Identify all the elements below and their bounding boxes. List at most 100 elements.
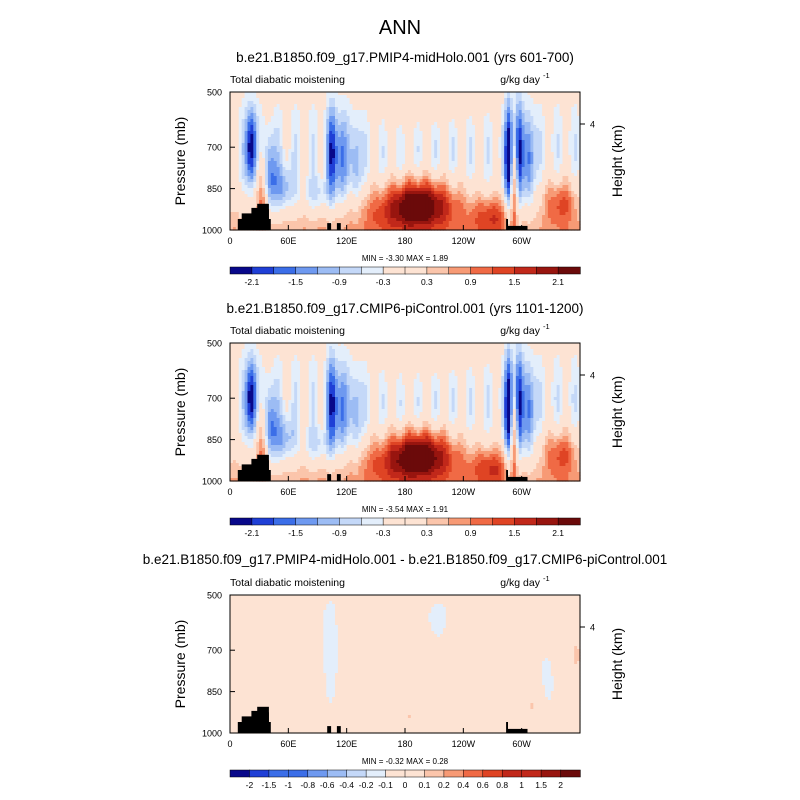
heatmap-cell — [536, 197, 540, 201]
heatmap-cell — [259, 134, 263, 138]
heatmap-cell — [317, 200, 322, 204]
heatmap-cell — [510, 155, 514, 159]
heatmap-cell — [232, 107, 237, 111]
heatmap-cell — [230, 113, 234, 117]
heatmap-cell — [553, 182, 558, 186]
heatmap-cell — [279, 179, 284, 183]
heatmap-cell — [297, 158, 301, 162]
heatmap-cell — [577, 119, 581, 123]
heatmap-cell — [364, 152, 368, 156]
heatmap-cell — [550, 134, 555, 138]
heatmap-cell — [235, 122, 240, 126]
heatmap-cell — [297, 116, 301, 120]
heatmap-cell — [256, 194, 260, 198]
heatmap-cell — [396, 164, 400, 168]
heatmap-cell — [346, 197, 351, 201]
heatmap-cell — [483, 152, 488, 156]
heatmap-cell — [300, 191, 304, 195]
heatmap-cell — [504, 167, 508, 171]
heatmap-cell — [320, 143, 324, 147]
heatmap-cell — [253, 95, 257, 99]
heatmap-cell — [314, 125, 319, 129]
heatmap-cell — [349, 158, 354, 162]
heatmap-cell — [300, 188, 304, 192]
heatmap-cell — [550, 158, 555, 162]
heatmap-cell — [235, 200, 240, 204]
heatmap-cell — [550, 110, 555, 114]
heatmap-cell — [332, 95, 336, 99]
heatmap-cell — [305, 107, 310, 111]
heatmap-cell — [358, 200, 362, 204]
heatmap-cell — [492, 104, 497, 108]
heatmap-cell — [498, 185, 502, 189]
heatmap-cell — [574, 143, 578, 147]
heatmap-cell — [545, 104, 549, 108]
heatmap-cell — [489, 173, 494, 177]
heatmap-cell — [428, 119, 432, 123]
heatmap-cell — [524, 104, 529, 108]
heatmap-cell — [302, 95, 307, 99]
heatmap-cell — [486, 182, 491, 186]
heatmap-cell — [285, 128, 289, 132]
heatmap-cell — [364, 116, 368, 120]
heatmap-cell — [305, 197, 310, 201]
heatmap-cell — [311, 176, 316, 180]
heatmap-cell — [329, 131, 333, 135]
heatmap-cell — [387, 119, 392, 123]
heatmap-cell — [343, 194, 348, 198]
heatmap-cell — [533, 194, 537, 198]
heatmap-cell — [349, 161, 354, 165]
heatmap-cell — [308, 122, 313, 126]
heatmap-cell — [556, 176, 561, 180]
heatmap-cell — [262, 185, 266, 189]
heatmap-cell — [326, 191, 330, 195]
heatmap-cell — [565, 188, 569, 192]
heatmap-cell — [323, 137, 327, 141]
heatmap-cell — [498, 110, 502, 114]
heatmap-cell — [574, 107, 578, 111]
heatmap-cell — [419, 134, 424, 138]
heatmap-cell — [530, 164, 534, 168]
heatmap-cell — [556, 179, 561, 183]
heatmap-cell — [425, 179, 429, 183]
heatmap-cell — [545, 110, 549, 114]
heatmap-cell — [378, 146, 383, 150]
heatmap-cell — [270, 182, 275, 186]
heatmap-cell — [235, 161, 240, 165]
heatmap-cell — [431, 197, 435, 201]
heatmap-cell — [475, 173, 479, 177]
heatmap-cell — [512, 182, 517, 186]
heatmap-cell — [512, 119, 517, 123]
heatmap-cell — [510, 143, 514, 147]
heatmap-cell — [253, 146, 257, 150]
heatmap-cell — [337, 197, 342, 201]
heatmap-cell — [323, 155, 327, 159]
heatmap-cell — [486, 191, 491, 195]
heatmap-cell — [311, 182, 316, 186]
heatmap-cell — [332, 92, 336, 96]
heatmap-cell — [317, 149, 322, 153]
heatmap-cell — [349, 101, 354, 105]
heatmap-cell — [317, 152, 322, 156]
heatmap-cell — [416, 149, 421, 153]
heatmap-cell — [247, 200, 252, 204]
heatmap-cell — [410, 185, 415, 189]
heatmap-cell — [518, 116, 523, 120]
heatmap-cell — [547, 128, 552, 132]
heatmap-cell — [381, 152, 386, 156]
heatmap-cell — [387, 98, 392, 102]
heatmap-cell — [568, 155, 572, 159]
heatmap-cell — [527, 116, 532, 120]
heatmap-cell — [238, 98, 243, 102]
heatmap-cell — [337, 182, 342, 186]
heatmap-cell — [355, 122, 359, 126]
heatmap-cell — [288, 194, 292, 198]
heatmap-cell — [396, 197, 400, 201]
heatmap-cell — [451, 161, 456, 165]
heatmap-cell — [480, 158, 485, 162]
heatmap-cell — [273, 152, 278, 156]
heatmap-cell — [337, 185, 342, 189]
heatmap-cell — [536, 107, 540, 111]
heatmap-cell — [384, 185, 389, 189]
heatmap-cell — [253, 185, 257, 189]
